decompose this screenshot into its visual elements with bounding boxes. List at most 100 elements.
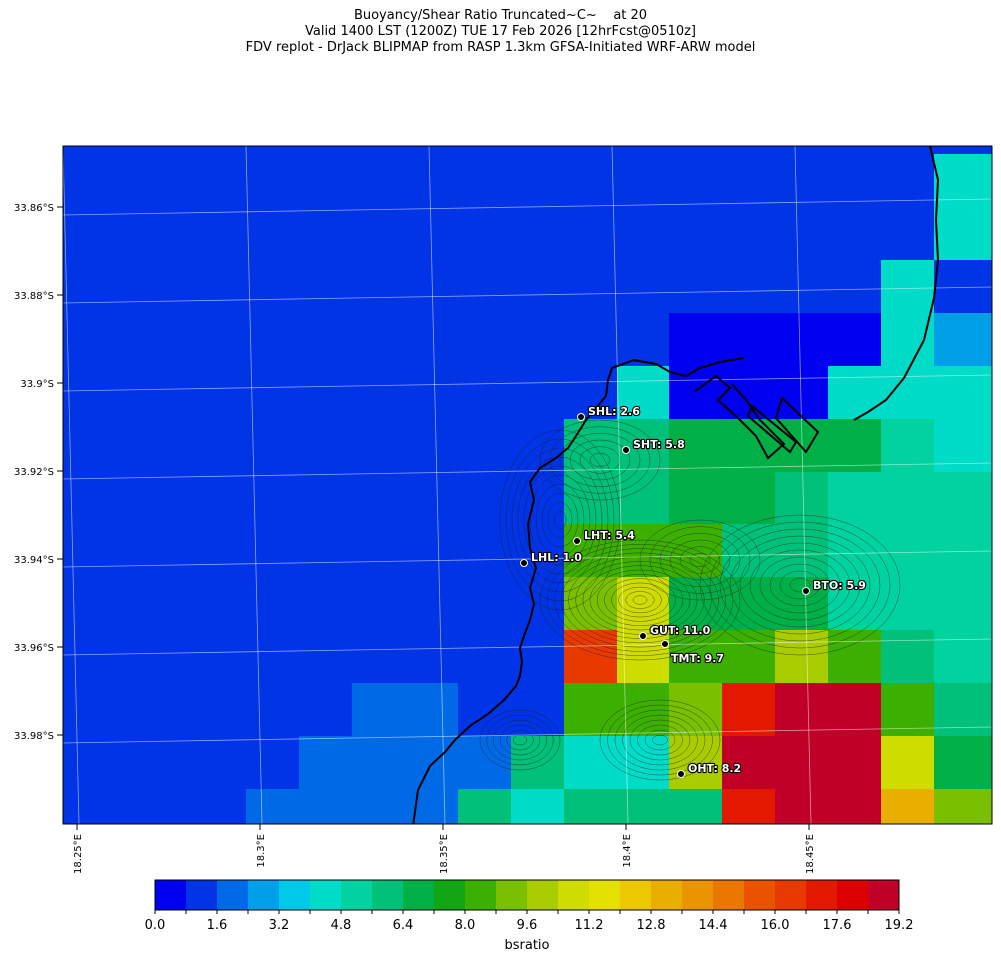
contour-line-5 (596, 574, 684, 626)
grid-cell-32 (352, 683, 458, 736)
lat-tick-label-3: 33.92°S (14, 467, 54, 478)
contour-line-36 (649, 526, 751, 594)
graticule (63, 146, 992, 824)
grid-cell-39 (299, 736, 511, 789)
title-line-2: Valid 1400 LST (1200Z) TUE 17 Feb 2026 [… (304, 24, 697, 39)
grid-cell-37 (881, 683, 934, 736)
contour-line-35 (659, 533, 741, 587)
contour-line-43 (523, 465, 597, 575)
contour-line-20 (729, 535, 871, 635)
station-label-lht: LHT: 5.4 (584, 529, 635, 542)
lon-tick-label-3: 18.4°E (622, 834, 633, 868)
station-label-gut: GUT: 11.0 (650, 624, 711, 637)
contour-line-24 (652, 734, 668, 746)
grid-cell-18 (564, 524, 722, 577)
lon-tick-label-2: 18.35°E (439, 834, 450, 874)
colorbar-swatches (155, 880, 900, 910)
contour-line-50 (569, 439, 631, 481)
colorbar-tick-label-8: 12.8 (637, 918, 666, 933)
contour-line-38 (553, 510, 567, 530)
station-marker-shl (577, 413, 585, 421)
contour-line-49 (579, 446, 621, 474)
grid-cell-33 (564, 683, 669, 736)
lat-gridline-0 (63, 198, 992, 216)
colorbar-tick-label-6: 9.6 (517, 918, 538, 933)
bsratio-cells (246, 154, 992, 824)
grid-cell-13 (564, 472, 617, 524)
lat-tick-label-6: 33.98°S (14, 731, 54, 742)
colorbar-tick-label-5: 8.0 (455, 918, 476, 933)
grid-cell-25 (564, 630, 617, 683)
station-marker-gut (639, 632, 647, 640)
contour-line-31 (599, 699, 721, 781)
lon-gridline-4 (794, 146, 812, 824)
contour-line-1 (625, 591, 655, 609)
contour-line-53 (539, 419, 661, 501)
contour-line-27 (629, 719, 691, 761)
station-marker-tmt (661, 640, 669, 648)
contour-line-29 (614, 709, 706, 771)
lon-gridline-1 (245, 146, 263, 824)
colorbar-label: bsratio (505, 938, 550, 953)
colorbar-tick-label-1: 1.6 (207, 918, 228, 933)
contour-line-39 (547, 501, 573, 539)
contour-line-34 (669, 539, 731, 581)
colorbar-tick-label-4: 6.4 (393, 918, 414, 933)
grid-cell-16 (775, 472, 828, 524)
contour-line-3 (611, 582, 669, 618)
title-line-3: FDV replot - DrJack BLIPMAP from RASP 1.… (245, 40, 756, 55)
contour-line-14 (789, 577, 811, 593)
grid-cell-1 (669, 366, 828, 420)
grid-cell-27 (669, 630, 775, 683)
grid-cell-2 (881, 260, 934, 366)
colorbar-swatch-21 (806, 880, 838, 910)
grid-cell-20 (828, 524, 992, 577)
longitude-ticks: 18.25°E 18.3°E 18.35°E 18.4°E 18.45°E (73, 824, 816, 874)
station-marker-lht (573, 537, 581, 545)
grid-cell-24 (828, 577, 992, 630)
station-marker-lhl (520, 559, 528, 567)
colorbar-swatch-23 (868, 880, 900, 910)
station-label-tmt: TMT: 9.7 (671, 652, 724, 665)
colorbar-tick-label-10: 16.0 (761, 918, 790, 933)
map-titles: Buoyancy/Shear Ratio Truncated~C~ at 20 … (0, 8, 1001, 56)
colorbar-tick-label-12: 19.2 (885, 918, 914, 933)
grid-cell-10 (828, 419, 881, 472)
grid-cell-44 (881, 736, 934, 789)
colorbar-tick-label-3: 4.8 (331, 918, 352, 933)
lat-gridline-1 (63, 286, 992, 304)
contour-line-22 (709, 521, 891, 649)
colorbar: 0.0 1.6 3.2 4.8 6.4 8.0 9.6 11.2 12.8 14.4 16.0 17.… (145, 879, 914, 953)
station-label-lhl: LHL: 1.0 (531, 551, 582, 564)
colorbar-swatch-7 (372, 880, 404, 910)
colorbar-swatch-20 (775, 880, 807, 910)
grid-cell-49 (564, 789, 669, 824)
lat-tick-label-2: 33.9°S (20, 379, 54, 390)
station-marker-sht (622, 446, 630, 454)
colorbar-swatch-13 (558, 880, 590, 910)
station-marker-oht (677, 770, 685, 778)
grid-cell-36 (775, 683, 881, 736)
lat-tick-label-1: 33.88°S (14, 291, 54, 302)
contour-line-10 (561, 552, 719, 648)
colorbar-swatch-14 (589, 880, 621, 910)
grid-cell-6 (828, 366, 992, 419)
contour-line-55 (506, 729, 534, 751)
lat-tick-label-5: 33.96°S (14, 643, 54, 654)
contour-line-59 (479, 709, 561, 771)
grid-cell-3 (934, 154, 992, 260)
grid-cell-45 (934, 736, 992, 789)
colorbar-swatch-18 (713, 880, 745, 910)
contour-line-2 (618, 586, 662, 614)
contour-line-13 (539, 539, 741, 661)
grid-cell-47 (458, 789, 511, 824)
colorbar-swatch-1 (186, 880, 218, 910)
contour-line-45 (511, 447, 609, 593)
colorbar-tick-label-2: 3.2 (269, 918, 290, 933)
grid-cell-35 (722, 683, 775, 736)
colorbar-swatch-12 (527, 880, 559, 910)
colorbar-swatch-3 (248, 880, 280, 910)
grid-cell-30 (881, 630, 934, 683)
contour-line-0 (632, 595, 648, 605)
contour-line-40 (541, 492, 579, 548)
